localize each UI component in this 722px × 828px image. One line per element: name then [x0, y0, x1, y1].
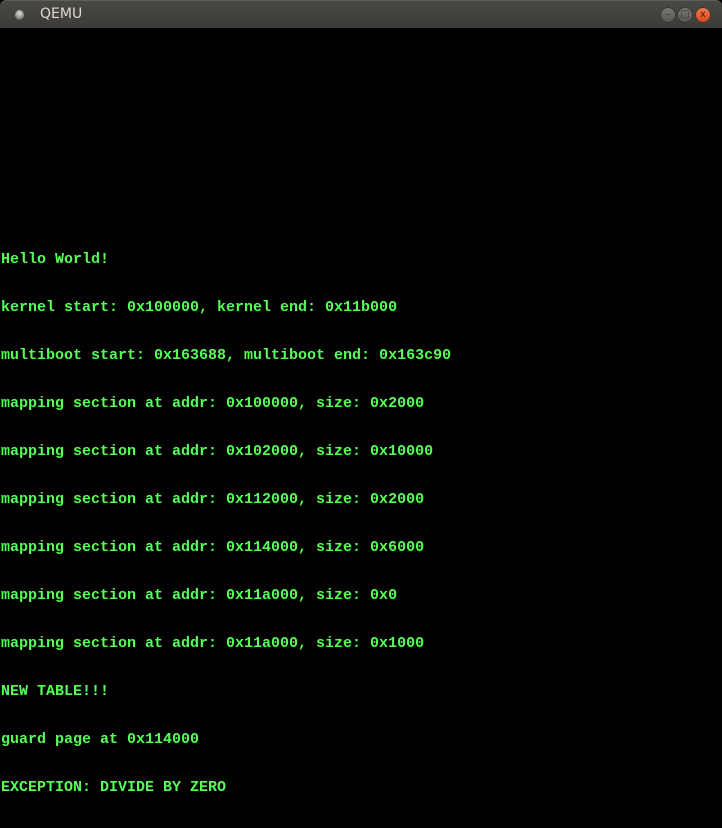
- console-line: mapping section at addr: 0x11a000, size:…: [1, 587, 398, 604]
- close-button[interactable]: x: [695, 7, 711, 23]
- console-line: kernel start: 0x100000, kernel end: 0x11…: [1, 299, 398, 316]
- console-line: Hello World!: [1, 251, 110, 268]
- title-bar[interactable]: QEMU – □ x: [0, 0, 722, 28]
- console-line: mapping section at addr: 0x102000, size:…: [1, 443, 434, 460]
- vm-display[interactable]: Hello World! kernel start: 0x100000, ker…: [1, 28, 721, 796]
- console-line: EXCEPTION: DIVIDE BY ZERO: [1, 779, 227, 796]
- maximize-button[interactable]: □: [677, 7, 693, 23]
- console-line: mapping section at addr: 0x112000, size:…: [1, 491, 425, 508]
- console-line: mapping section at addr: 0x100000, size:…: [1, 395, 425, 412]
- minimize-button[interactable]: –: [660, 7, 676, 23]
- console-line: mapping section at addr: 0x114000, size:…: [1, 539, 425, 556]
- qemu-app-icon: [15, 10, 24, 20]
- console-output: Hello World! kernel start: 0x100000, ker…: [1, 220, 451, 828]
- window-title: QEMU: [40, 6, 83, 22]
- console-line: NEW TABLE!!!: [1, 683, 110, 700]
- console-line: guard page at 0x114000: [1, 731, 200, 748]
- console-line: multiboot start: 0x163688, multiboot end…: [1, 347, 452, 364]
- console-line: mapping section at addr: 0x11a000, size:…: [1, 635, 425, 652]
